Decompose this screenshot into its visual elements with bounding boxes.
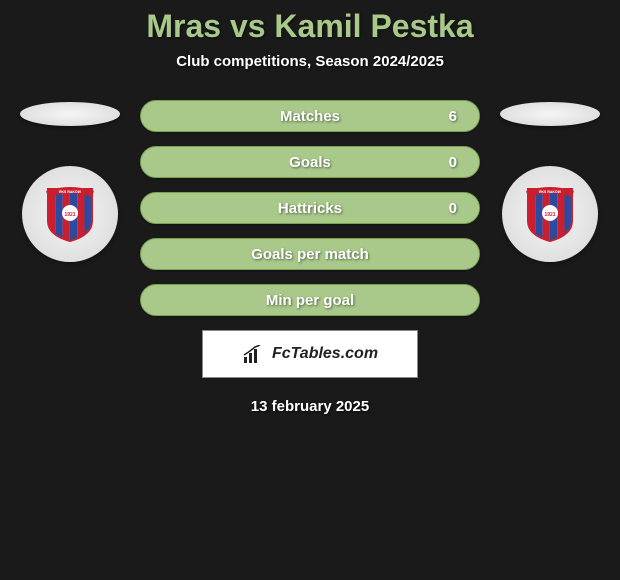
stat-value: 6 (449, 108, 457, 125)
stat-label: Hattricks (278, 200, 342, 217)
left-team-badge: 1921 RKS RAKÓW (22, 166, 118, 262)
stat-row-goals-per-match: Goals per match (140, 238, 480, 270)
stat-row-matches: Matches 6 (140, 100, 480, 132)
stat-value: 0 (449, 154, 457, 171)
stat-value: 0 (449, 200, 457, 217)
left-placeholder-ellipse (20, 102, 120, 126)
stat-row-min-per-goal: Min per goal (140, 284, 480, 316)
bar-chart-icon (242, 345, 266, 363)
page-subtitle: Club competitions, Season 2024/2025 (0, 53, 620, 70)
right-placeholder-ellipse (500, 102, 600, 126)
rakow-shield-icon: 1921 RKS RAKÓW (44, 185, 96, 243)
stat-label: Goals (289, 154, 331, 171)
svg-text:1921: 1921 (64, 212, 75, 218)
svg-text:RKS RAKÓW: RKS RAKÓW (59, 189, 82, 194)
stat-row-goals: Goals 0 (140, 146, 480, 178)
stat-label: Min per goal (266, 292, 354, 309)
svg-text:RKS RAKÓW: RKS RAKÓW (539, 189, 562, 194)
rakow-shield-icon: 1921 RKS RAKÓW (524, 185, 576, 243)
left-column: 1921 RKS RAKÓW (20, 100, 120, 262)
brand-text: FcTables.com (272, 345, 378, 363)
date-label: 13 february 2025 (0, 398, 620, 415)
right-column: 1921 RKS RAKÓW (500, 100, 600, 262)
content-area: 1921 RKS RAKÓW Matches 6 Goals 0 (0, 100, 620, 316)
stat-label: Goals per match (251, 246, 369, 263)
brand-attribution[interactable]: FcTables.com (202, 330, 418, 378)
svg-text:1921: 1921 (544, 212, 555, 218)
stats-column: Matches 6 Goals 0 Hattricks 0 Goals per … (140, 100, 480, 316)
main-container: Mras vs Kamil Pestka Club competitions, … (0, 0, 620, 415)
stat-row-hattricks: Hattricks 0 (140, 192, 480, 224)
right-team-badge: 1921 RKS RAKÓW (502, 166, 598, 262)
page-title: Mras vs Kamil Pestka (0, 8, 620, 45)
stat-label: Matches (280, 108, 340, 125)
